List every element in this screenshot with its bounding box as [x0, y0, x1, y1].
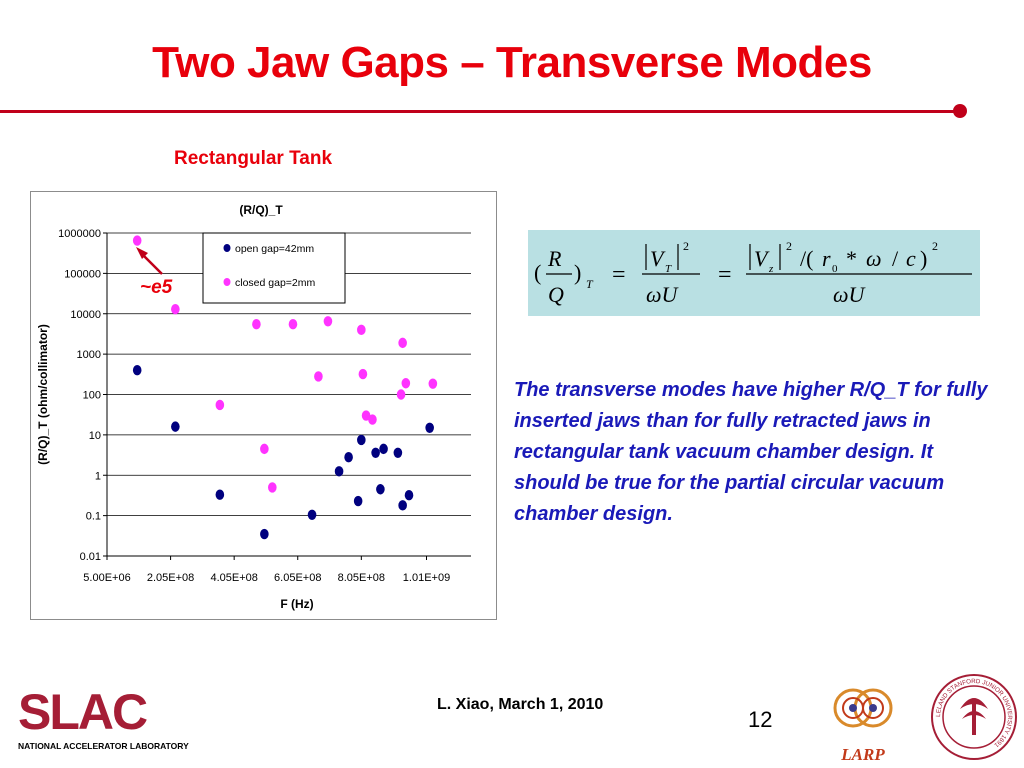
svg-text:*: *: [846, 246, 857, 271]
closed-gap-point: [314, 371, 323, 382]
closed-gap-point: [396, 389, 406, 400]
closed-gap-point: [252, 319, 261, 330]
svg-text:c: c: [906, 246, 916, 271]
svg-text:2: 2: [786, 239, 792, 253]
open-gap-point: [132, 364, 142, 376]
closed-gap-point: [260, 443, 269, 455]
title-divider: [0, 110, 958, 113]
scatter-chart: (R/Q)_T 0.01 0.1 1 10 100 1000 10000 100000 10000…: [36, 203, 471, 611]
x-tick-label: 8.05E+08: [338, 572, 385, 584]
svg-text:2: 2: [932, 239, 938, 253]
open-gap-point: [344, 451, 353, 463]
closed-gap-point: [132, 235, 142, 246]
x-tick-label: 4.05E+08: [210, 572, 257, 584]
svg-text:ωU: ωU: [833, 282, 867, 307]
open-gap-point: [334, 466, 344, 477]
open-gap-point: [398, 500, 407, 511]
formula-equation: ( R Q ) T = V T 2 ωU = V z 2 /( r 0 * ω …: [534, 239, 972, 307]
y-axis-label: (R/Q)_T (ohm/collimator): [36, 324, 50, 465]
open-gap-point: [260, 528, 269, 540]
chart-title: (R/Q)_T: [239, 203, 283, 217]
svg-text:ω: ω: [866, 246, 882, 271]
svg-text:ωU: ωU: [646, 282, 680, 307]
slac-logo-main: SLAC: [18, 684, 147, 740]
legend-marker: [223, 244, 231, 252]
closed-gap-point: [398, 337, 407, 349]
svg-text:r: r: [822, 246, 831, 271]
closed-gap-point: [368, 414, 377, 425]
y-tick-label: 1000000: [58, 228, 101, 240]
legend-marker: [223, 278, 231, 286]
x-tick-label: 2.05E+08: [147, 572, 194, 584]
x-axis-label: F (Hz): [280, 597, 313, 611]
open-gap-point: [393, 447, 403, 458]
x-tick-label: 5.00E+06: [83, 572, 130, 584]
svg-text:V: V: [754, 246, 770, 271]
svg-text:R: R: [547, 246, 562, 271]
footer-author: L. Xiao, March 1, 2010: [437, 696, 604, 713]
open-gap-point: [171, 421, 180, 432]
svg-text:Q: Q: [548, 282, 564, 307]
slac-logo-subtitle: NATIONAL ACCELERATOR LABORATORY: [18, 741, 189, 751]
closed-gap-point: [361, 410, 371, 421]
svg-text:/(: /(: [800, 246, 813, 271]
chart-frame: (R/Q)_T 0.01 0.1 1 10 100 1000 10000 100000 10000…: [30, 191, 497, 620]
annotation-label: ~e5: [140, 277, 173, 298]
x-tick-label: 6.05E+08: [274, 572, 321, 584]
y-tick-label: 0.01: [80, 551, 101, 563]
y-tick-label: 1: [95, 470, 101, 482]
formula-box: ( R Q ) T = V T 2 ωU = V z 2 /( r 0 * ω …: [528, 230, 980, 316]
svg-text:=: =: [718, 262, 732, 288]
open-gap-point: [425, 422, 434, 433]
open-gap-point: [215, 489, 225, 500]
closed-gap-point: [428, 378, 438, 389]
open-gap-point: [357, 434, 366, 446]
closed-gap-point: [401, 378, 411, 389]
closed-gap-point: [268, 482, 277, 493]
y-tick-label: 1000: [77, 349, 101, 361]
slide-title: Two Jaw Gaps – Transverse Modes: [152, 38, 872, 87]
larp-logo: LARP: [833, 688, 893, 764]
annotation-arrowhead: [136, 247, 148, 259]
page-number: 12: [748, 707, 773, 732]
closed-gap-point: [288, 319, 298, 330]
closed-gap-point: [358, 368, 368, 380]
svg-text:T: T: [665, 263, 672, 275]
open-gap-point: [371, 447, 380, 458]
svg-text:0: 0: [832, 263, 838, 275]
svg-text:V: V: [650, 246, 666, 271]
open-gap-point: [307, 509, 317, 520]
svg-text:): ): [920, 246, 927, 271]
svg-text:/: /: [892, 246, 899, 271]
open-gap-point: [404, 490, 414, 501]
title-divider-dot: [953, 104, 967, 118]
slac-logo: SLAC NATIONAL ACCELERATOR LABORATORY: [18, 684, 189, 751]
y-tick-label: 100000: [64, 268, 101, 280]
x-tick-label: 1.01E+09: [403, 572, 450, 584]
y-tick-label: 10000: [70, 309, 101, 321]
svg-text:=: =: [612, 262, 626, 288]
legend-label: closed gap=2mm: [235, 277, 316, 289]
y-tick-label: 10: [89, 430, 101, 442]
svg-text:): ): [574, 260, 581, 285]
svg-text:T: T: [586, 277, 594, 291]
closed-gap-point: [171, 303, 180, 315]
legend-label: open gap=42mm: [235, 243, 314, 255]
svg-text:2: 2: [683, 239, 689, 253]
larp-logo-text: LARP: [840, 745, 885, 764]
closed-gap-point: [357, 324, 366, 336]
closed-gap-point: [215, 399, 225, 411]
svg-text:(: (: [534, 260, 541, 285]
svg-text:z: z: [768, 263, 774, 275]
open-gap-point: [376, 484, 385, 495]
closed-gap-point: [323, 316, 333, 327]
description-text: The transverse modes have higher R/Q_T f…: [514, 379, 988, 525]
chart-subtitle: Rectangular Tank: [174, 148, 333, 169]
y-tick-label: 0.1: [86, 511, 101, 523]
open-gap-point: [353, 495, 363, 507]
stanford-seal-logo: LELAND STANFORD JUNIOR UNIVERSITY 1891: [931, 674, 1017, 760]
open-gap-point: [379, 443, 388, 455]
y-tick-label: 100: [83, 390, 101, 402]
